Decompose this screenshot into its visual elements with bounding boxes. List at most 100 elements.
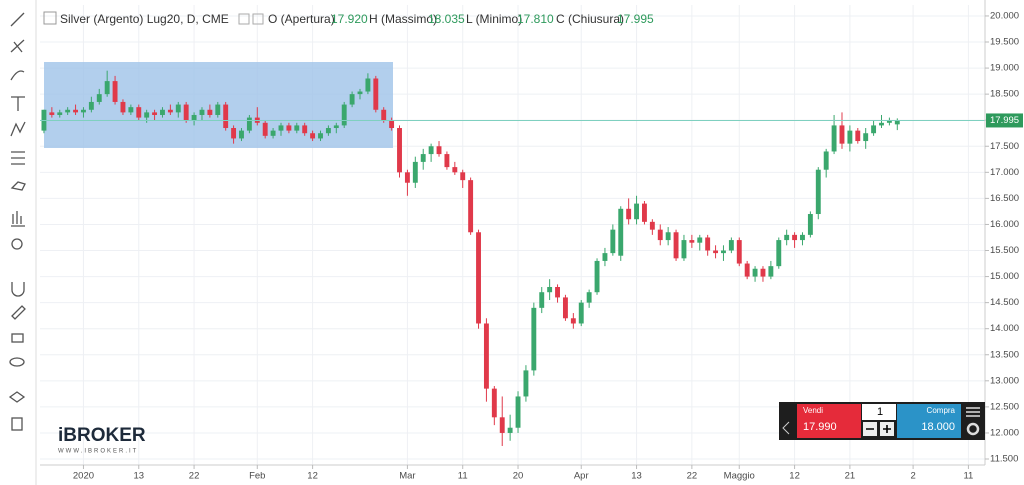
candle-body <box>152 112 158 115</box>
price-label: 17.995 <box>990 115 1019 126</box>
candle-body <box>120 101 126 113</box>
candle-body <box>562 297 568 319</box>
buy-button[interactable] <box>897 404 961 438</box>
candle-body <box>649 221 655 230</box>
candle-body <box>349 94 355 105</box>
candle-body <box>270 130 276 136</box>
x-tick-label: Mar <box>399 471 415 482</box>
candle-body <box>365 78 371 92</box>
lock-drawings-tool[interactable] <box>11 305 26 320</box>
grid <box>40 5 985 465</box>
candle-body <box>894 120 900 125</box>
symbol-title: Silver (Argento) Lug20, D, CME <box>60 12 229 26</box>
candle-body <box>128 107 134 113</box>
measure-tool[interactable] <box>11 211 25 227</box>
ohlc-value: 18.035 <box>428 12 465 26</box>
magnet-tool[interactable] <box>11 282 25 297</box>
candle-body <box>468 180 474 233</box>
candle-body <box>776 240 782 267</box>
sell-button[interactable] <box>797 404 861 438</box>
candle-body <box>594 260 600 293</box>
y-tick-label: 16.500 <box>990 193 1019 204</box>
collapse-arrow[interactable] <box>782 421 790 435</box>
hide-button[interactable] <box>252 13 264 25</box>
candle-body <box>871 125 877 134</box>
x-tick-label: Maggio <box>724 471 755 482</box>
menu-button[interactable] <box>966 407 980 417</box>
candle-body <box>752 268 758 277</box>
candle-body <box>294 125 300 131</box>
ohlc-value: 17.995 <box>617 12 654 26</box>
x-tick-label: 2020 <box>73 471 94 482</box>
y-tick-label: 19.500 <box>990 37 1019 48</box>
ohlc-label: L (Minimo) <box>466 12 522 26</box>
visibility-tool[interactable] <box>9 357 25 367</box>
ohlc-value: 17.810 <box>517 12 554 26</box>
candle-body <box>262 122 268 136</box>
y-tick-label: 16.000 <box>990 219 1019 230</box>
candle-body <box>547 286 553 293</box>
y-tick-label: 13.000 <box>990 375 1019 386</box>
candle-body <box>586 292 592 303</box>
delete-tool[interactable] <box>11 417 23 431</box>
candle-body <box>784 234 790 241</box>
trendline-tool[interactable] <box>10 12 25 27</box>
candle-body <box>104 81 110 95</box>
candle-body <box>697 237 703 243</box>
x-tick-label: 20 <box>513 471 524 482</box>
candle-body <box>436 146 442 155</box>
collapse-button[interactable] <box>43 11 57 25</box>
candle-body <box>389 120 395 129</box>
gesture-tool[interactable] <box>10 181 26 191</box>
gear-button[interactable] <box>966 422 980 436</box>
pattern-tool[interactable] <box>10 121 26 137</box>
brush-tool[interactable] <box>10 70 25 81</box>
y-tick-label: 14.500 <box>990 297 1019 308</box>
candle-body <box>823 151 829 170</box>
candle-body <box>207 109 213 115</box>
candle-body <box>175 104 181 113</box>
x-tick-label: 11 <box>963 471 973 482</box>
lock-tool[interactable] <box>11 333 24 343</box>
candle-body <box>507 427 513 433</box>
layers-tool[interactable] <box>8 391 26 403</box>
candle-body <box>278 125 284 131</box>
candle-body <box>491 388 497 418</box>
buy-price: 18.000 <box>921 421 955 433</box>
plot <box>40 70 985 446</box>
fib-tool[interactable] <box>10 39 25 53</box>
candle-body <box>879 122 884 126</box>
axes: 11.500 12.000 12.500 13.000 13.500 14.000 14.5… <box>73 0 1024 485</box>
logo: iBROKER <box>58 425 146 446</box>
zoom-tool[interactable] <box>11 238 23 250</box>
x-tick-label: Apr <box>574 471 589 482</box>
candle-body <box>886 120 892 123</box>
settings-button[interactable] <box>238 13 250 25</box>
candle-body <box>570 318 576 324</box>
quantity: 1 <box>877 406 883 418</box>
candle-body <box>689 240 695 243</box>
candle-body <box>420 154 426 162</box>
candle-body <box>460 172 466 181</box>
candle-body <box>333 125 339 129</box>
candle-body <box>476 232 481 324</box>
candle-body <box>863 133 869 142</box>
candle-body <box>705 237 711 251</box>
quantity-input[interactable] <box>862 404 896 420</box>
forecast-tool[interactable] <box>11 151 25 165</box>
candle-body <box>428 146 434 155</box>
x-tick-label: 12 <box>789 471 800 482</box>
candle-body <box>736 240 742 264</box>
candle-body <box>167 109 173 113</box>
y-tick-label: 12.500 <box>990 401 1019 412</box>
candle-body <box>642 203 647 222</box>
candle-body <box>73 109 79 113</box>
candle-body <box>397 128 402 173</box>
text-tool[interactable] <box>11 96 25 111</box>
x-tick-label: 22 <box>189 471 200 482</box>
candle-body <box>634 203 640 220</box>
candle-body <box>744 263 750 277</box>
candle-body <box>381 109 387 121</box>
candle-body <box>88 101 94 110</box>
